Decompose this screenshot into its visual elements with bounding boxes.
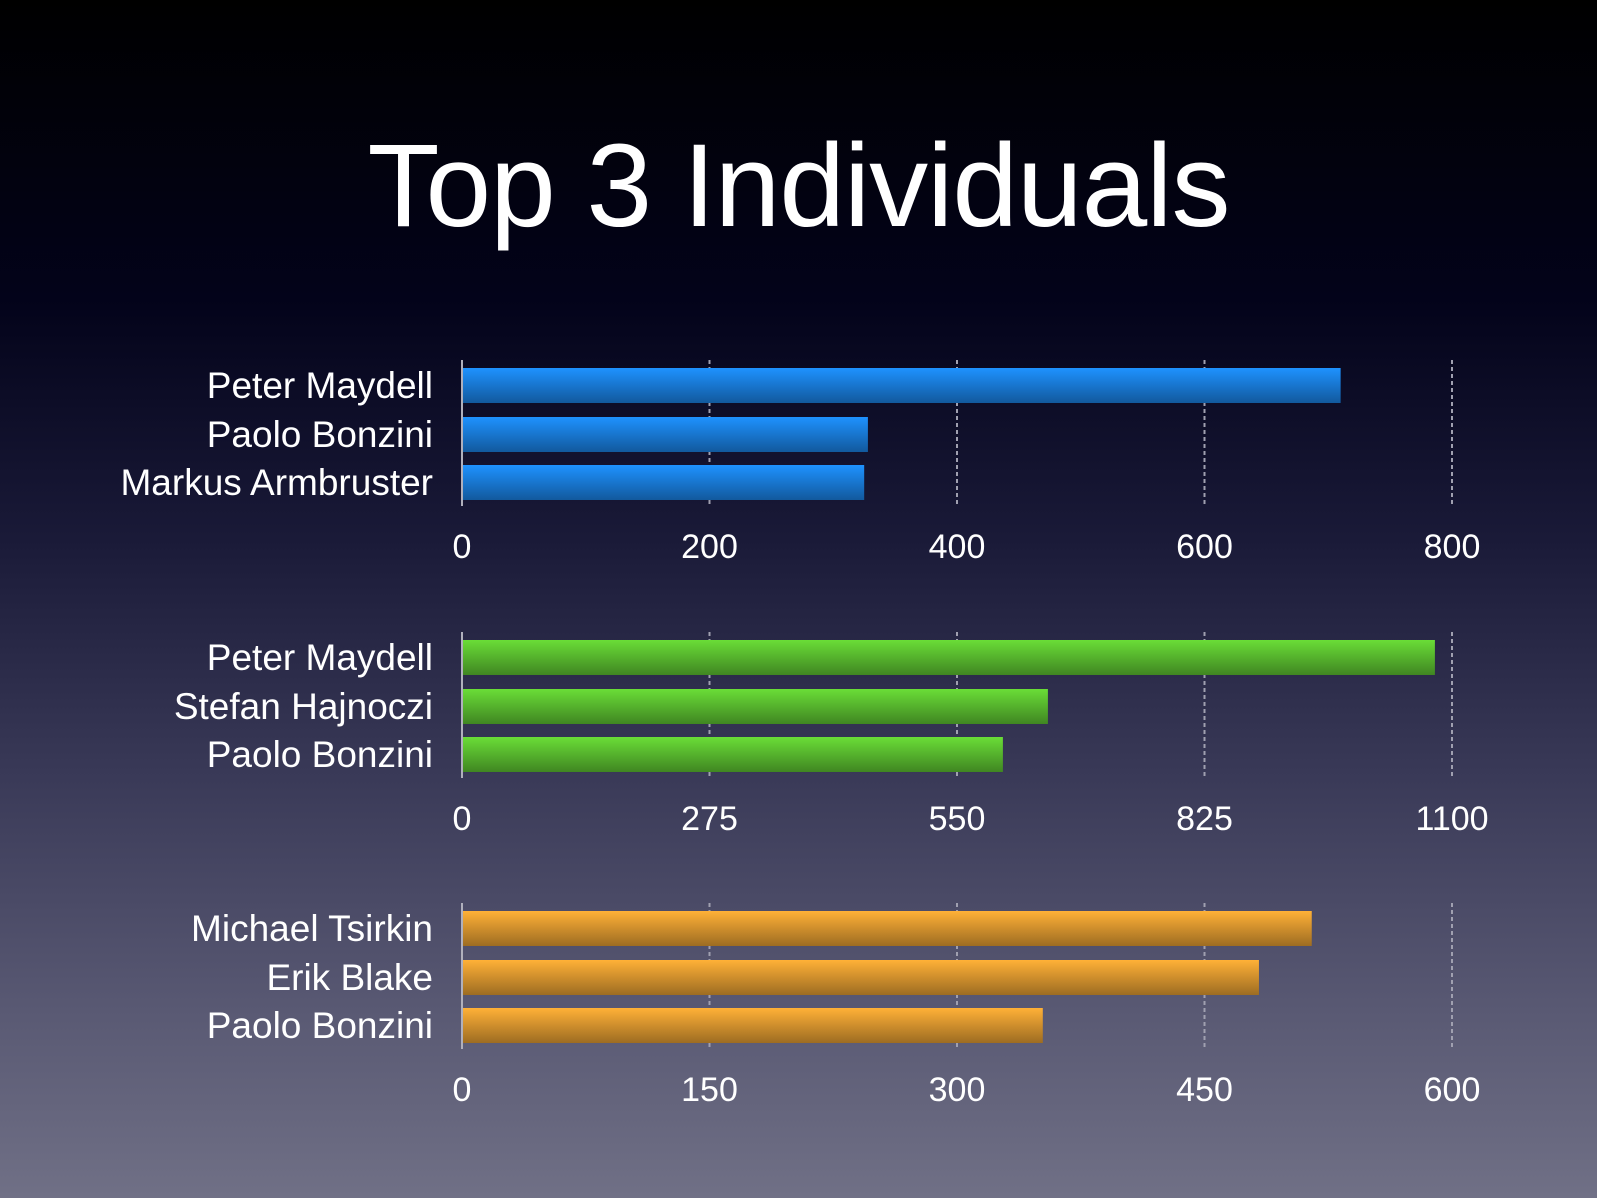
- tick-label: 1100: [1415, 800, 1488, 838]
- category-label: Peter Maydell: [207, 365, 433, 406]
- bar: [463, 640, 1435, 675]
- tick-label: 825: [1176, 800, 1233, 838]
- tick-label: 600: [1424, 1071, 1481, 1109]
- tick-label: 0: [453, 528, 472, 566]
- category-label: Peter Maydell: [207, 637, 433, 678]
- bar: [463, 368, 1341, 403]
- tick-label: 400: [929, 528, 986, 566]
- category-label: Paolo Bonzini: [207, 1005, 433, 1046]
- category-label: Paolo Bonzini: [207, 734, 433, 775]
- chart-3: 0 150 300 450 600 Michael Tsirkin Erik Blake Pa…: [191, 903, 1480, 1109]
- category-label: Stefan Hajnoczi: [174, 686, 433, 727]
- bar: [463, 417, 868, 452]
- bar: [463, 465, 865, 500]
- category-label: Paolo Bonzini: [207, 414, 433, 455]
- category-label: Markus Armbruster: [120, 462, 433, 503]
- category-label: Erik Blake: [266, 957, 433, 998]
- tick-label: 300: [929, 1071, 986, 1109]
- tick-label: 0: [453, 1071, 472, 1109]
- chart-1: 0 200 400 600 800 Peter Maydell Paolo Bonzini M…: [120, 360, 1480, 566]
- tick-label: 600: [1176, 528, 1233, 566]
- bar: [463, 689, 1048, 724]
- tick-label: 450: [1176, 1071, 1233, 1109]
- chart-2: 0 275 550 825 1100 Peter Maydell Stefan Hajnoc…: [174, 632, 1489, 838]
- slide-title: Top 3 Individuals: [367, 120, 1230, 252]
- tick-label: 0: [453, 800, 472, 838]
- tick-label: 800: [1424, 528, 1481, 566]
- bar: [463, 960, 1259, 995]
- bar: [463, 737, 1003, 772]
- tick-label: 150: [681, 1071, 738, 1109]
- tick-label: 275: [681, 800, 738, 838]
- bar: [463, 911, 1312, 946]
- bar: [463, 1008, 1043, 1043]
- category-label: Michael Tsirkin: [191, 908, 433, 949]
- tick-label: 200: [681, 528, 738, 566]
- tick-label: 550: [929, 800, 986, 838]
